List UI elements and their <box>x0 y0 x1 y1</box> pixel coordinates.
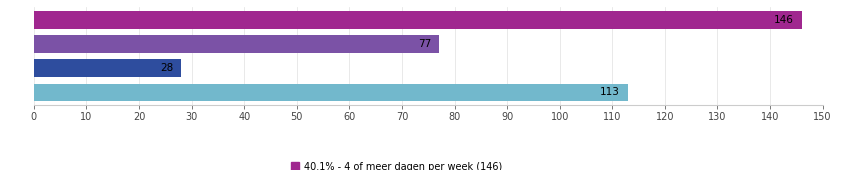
Text: 28: 28 <box>160 63 173 73</box>
Text: 146: 146 <box>773 15 794 25</box>
Bar <box>34 11 801 29</box>
Legend: 40.1% - 4 of meer dagen per week (146), 21.2% - 2 of 3 dagen per week (77), 7.7%: 40.1% - 4 of meer dagen per week (146), … <box>291 162 508 170</box>
Text: 113: 113 <box>600 87 620 97</box>
Bar <box>34 59 181 77</box>
Bar <box>34 83 628 101</box>
Bar <box>34 35 438 53</box>
Text: 77: 77 <box>417 39 431 49</box>
